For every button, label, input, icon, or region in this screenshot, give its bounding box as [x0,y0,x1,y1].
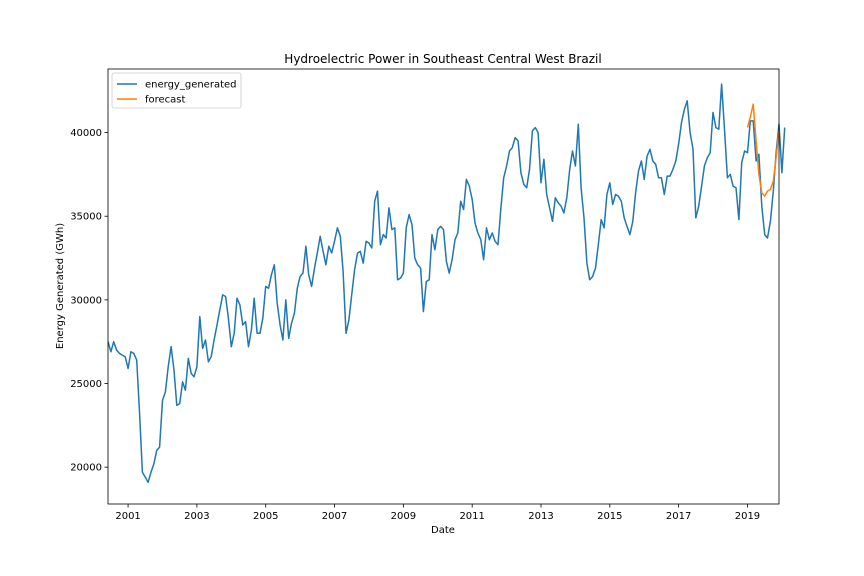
x-tick-label: 2007 [322,511,347,522]
x-tick-label: 2009 [391,511,416,522]
y-axis-label: Energy Generated (GWh) [55,223,66,349]
series-line-forecast [746,103,780,197]
legend: energy_generated forecast [111,72,242,109]
legend-label-forecast: forecast [145,95,186,106]
plot-frame [107,68,780,505]
y-axis-ticks: 20000 25000 30000 35000 40000 [70,128,108,474]
x-axis-label: Date [431,525,455,536]
y-tick-label: 20000 [70,463,102,474]
x-tick-label: 2003 [184,511,209,522]
x-tick-label: 2017 [666,511,691,522]
series-line-energy-generated [107,83,786,484]
y-tick-label: 25000 [70,379,102,390]
legend-box [111,72,242,109]
x-tick-label: 2011 [459,511,484,522]
x-tick-label: 2013 [528,511,553,522]
x-tick-label: 2001 [115,511,140,522]
plot-lines [107,83,786,484]
y-tick-label: 35000 [70,212,102,223]
chart-title: Hydroelectric Power in Southeast Central… [284,52,601,66]
legend-label-energy-generated: energy_generated [145,80,237,91]
x-tick-label: 2005 [253,511,278,522]
x-axis-ticks: 2001 2003 2005 2007 2009 2011 2013 2015 2017 2019 [115,504,760,522]
y-tick-label: 30000 [70,295,102,306]
y-tick-label: 40000 [70,128,102,139]
x-tick-label: 2015 [597,511,622,522]
x-tick-label: 2019 [735,511,760,522]
